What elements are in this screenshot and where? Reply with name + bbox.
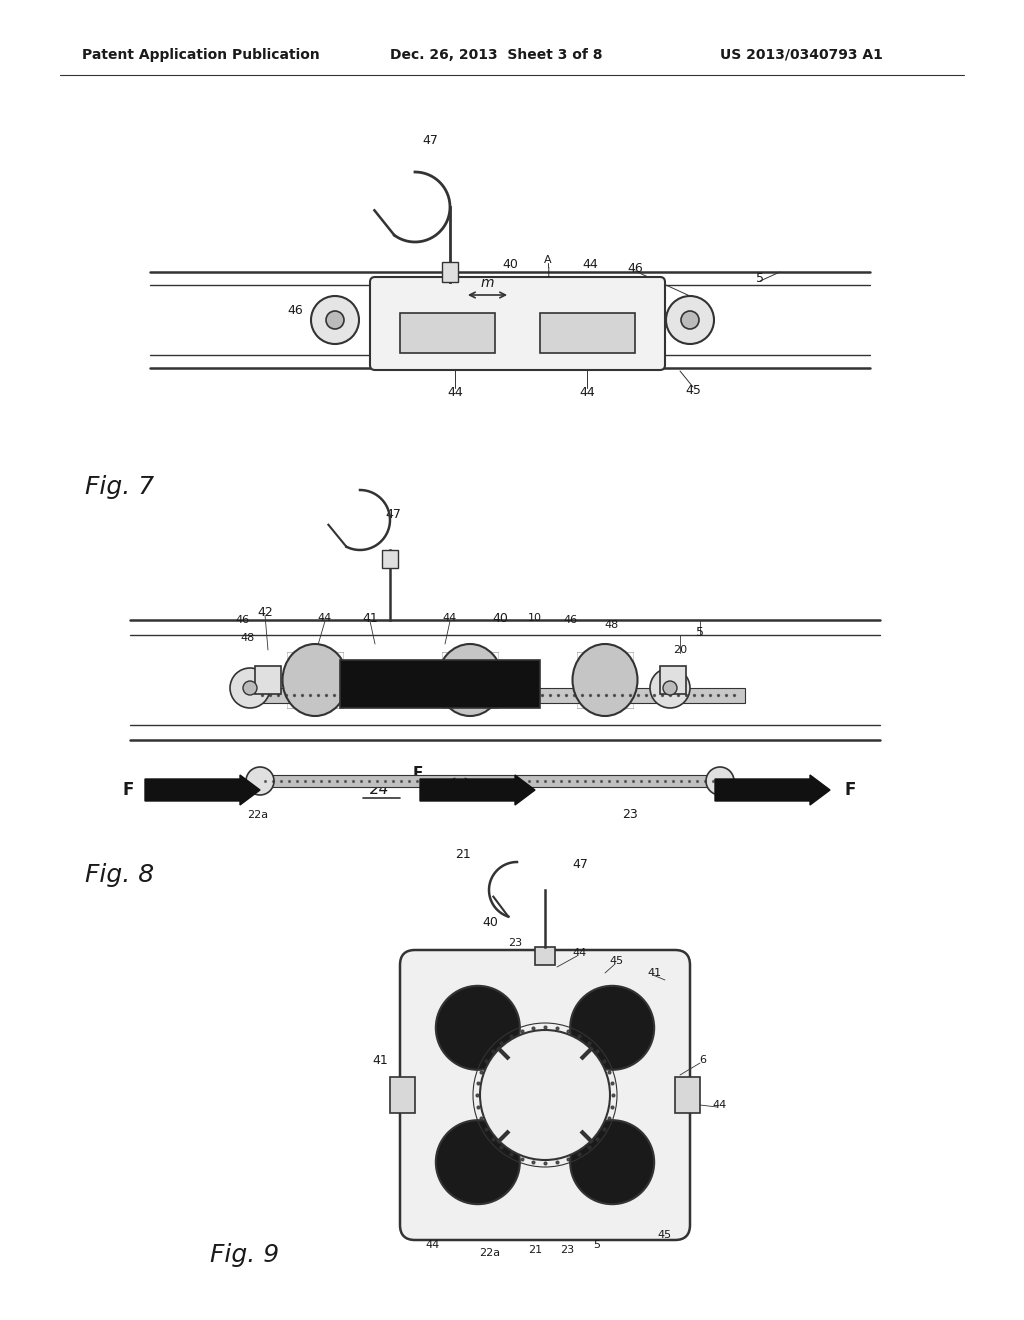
Bar [390,1077,415,1113]
Text: 40: 40 [493,611,508,624]
Text: 44: 44 [572,948,587,958]
Bar [255,667,281,694]
Ellipse shape [572,644,638,715]
Text: 45: 45 [610,956,624,966]
Text: Fig. 8: Fig. 8 [85,863,155,887]
Text: 10: 10 [528,612,542,623]
Text: 44: 44 [442,612,457,623]
Text: 24: 24 [371,783,390,797]
Text: Dec. 26, 2013  Sheet 3 of 8: Dec. 26, 2013 Sheet 3 of 8 [390,48,602,62]
Circle shape [480,1030,610,1160]
Text: 5: 5 [696,626,705,639]
Bar [675,1077,700,1113]
Text: 21: 21 [455,849,471,862]
Text: US 2013/0340793 A1: US 2013/0340793 A1 [720,48,883,62]
Circle shape [243,681,257,696]
Circle shape [570,1121,654,1204]
Text: 44: 44 [426,1239,440,1250]
Text: 5: 5 [594,1239,600,1250]
Text: 40: 40 [502,259,518,272]
Text: 45: 45 [658,1230,672,1239]
Circle shape [570,986,654,1069]
Text: 23: 23 [623,808,638,821]
Text: F: F [413,767,423,781]
Text: 40: 40 [482,916,498,929]
Text: 47: 47 [572,858,588,871]
FancyArrow shape [715,775,830,805]
Ellipse shape [437,644,503,715]
Circle shape [666,296,714,345]
Text: Fig. 9: Fig. 9 [210,1243,280,1267]
Text: 44: 44 [713,1100,727,1110]
Circle shape [663,681,677,696]
Text: m: m [480,276,494,290]
Text: 47: 47 [422,133,438,147]
Circle shape [650,668,690,708]
Circle shape [706,767,734,795]
Text: 48: 48 [605,620,620,630]
Text: F: F [845,781,856,799]
Bar [540,313,635,352]
Text: 42: 42 [257,606,272,619]
Text: Patent Application Publication: Patent Application Publication [82,48,319,62]
Text: |: | [546,267,550,277]
Circle shape [326,312,344,329]
Text: F: F [122,781,134,799]
Text: A: A [544,255,552,265]
Bar [442,261,458,282]
Text: 41: 41 [648,968,663,978]
Text: 46: 46 [627,261,643,275]
Text: 44: 44 [582,259,598,272]
Text: 45: 45 [685,384,701,396]
Text: 44: 44 [317,612,332,623]
Text: 24: 24 [534,1086,556,1104]
FancyArrow shape [420,775,535,805]
Text: 20: 20 [673,645,687,655]
Bar [258,775,728,787]
Text: 46: 46 [563,615,578,624]
Circle shape [246,767,274,795]
Text: 47: 47 [385,508,401,521]
Text: 44: 44 [447,387,463,400]
Bar [255,688,745,704]
Circle shape [436,1121,520,1204]
Text: 5: 5 [756,272,764,285]
Bar [340,660,540,708]
Text: 44: 44 [580,387,595,400]
Circle shape [436,986,520,1069]
Bar [660,667,686,694]
Text: M: M [455,788,465,801]
Text: 46: 46 [234,615,249,624]
Text: 41: 41 [362,611,378,624]
Text: 48: 48 [241,634,255,643]
Bar [400,313,495,352]
Text: 41: 41 [372,1053,388,1067]
Text: 22a: 22a [479,1247,501,1258]
Text: 22a: 22a [248,810,268,820]
Text: 23: 23 [560,1245,574,1255]
FancyArrow shape [145,775,260,805]
Bar [382,550,398,568]
Circle shape [681,312,699,329]
Ellipse shape [283,644,347,715]
Circle shape [230,668,270,708]
FancyBboxPatch shape [400,950,690,1239]
FancyBboxPatch shape [370,277,665,370]
Text: 6: 6 [699,1055,707,1065]
Text: 21: 21 [528,1245,542,1255]
Text: Fig. 7: Fig. 7 [85,475,155,499]
Text: 23: 23 [508,939,522,948]
Bar [535,946,555,965]
Circle shape [311,296,359,345]
Text: 46: 46 [287,304,303,317]
